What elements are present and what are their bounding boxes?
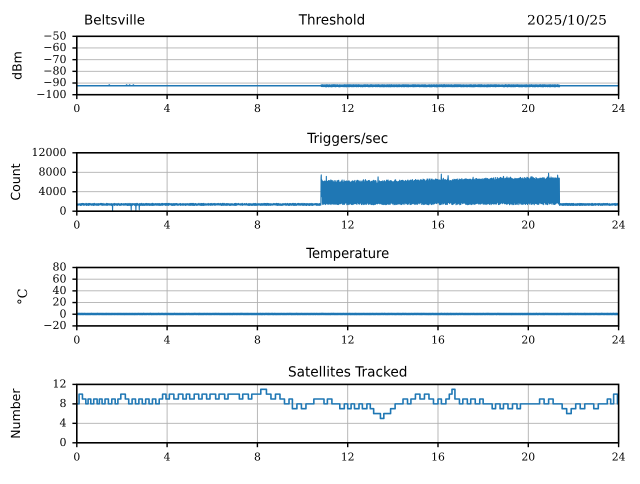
tick-labels: 0 4 8 12 16 20 24 −100−90−80−70−60−50 [36,29,625,115]
x-tick-label: 0 [73,333,80,346]
x-tick-label: 24 [612,333,626,346]
panel-threshold-ylabel: dBm [10,51,25,80]
y-tick-label: 0 [60,204,67,217]
x-tick-label: 12 [341,219,355,232]
panel-satellites-title: Satellites Tracked [288,365,408,381]
panel-threshold-title: Threshold [298,13,365,29]
date-title: 2025/10/25 [527,14,607,29]
y-tick-label: 60 [53,272,67,285]
panel-triggers: 0 4 8 12 16 20 24 0 4000 8000 12000 Triggers/sec C… [8,131,626,232]
x-tick-label: 8 [254,450,261,463]
x-tick-label: 20 [521,219,535,232]
axes-layer [72,268,618,331]
x-tick-label: 16 [431,333,445,346]
x-tick-label: 20 [521,450,535,463]
panel-temperature-ylabel: °C [16,288,31,305]
y-tick-label: −70 [43,53,66,66]
axes-layer [72,36,618,99]
y-tick-label: 20 [53,296,67,309]
y-tick-label: 4 [60,416,67,429]
x-tick-label: 8 [254,102,261,115]
y-tick-label: 8000 [39,165,67,178]
x-tick-label: 20 [521,102,535,115]
x-tick-label: 0 [73,102,80,115]
x-tick-label: 24 [612,450,626,463]
y-tick-label: −20 [43,319,66,332]
panel-satellites-ylabel: Number [8,388,23,439]
x-tick-label: 16 [431,450,445,463]
y-tick-label: −80 [43,64,66,77]
panel-triggers-title: Triggers/sec [306,131,388,147]
panel-triggers-plot: 0 4 8 12 16 20 24 0 4000 8000 12000 [32,146,626,232]
series-detection-threshold-dbm [77,85,619,87]
grid-layer [77,384,619,442]
x-tick-label: 12 [341,102,355,115]
panel-satellites: 0 4 8 12 16 20 24 0 4 8 12 Satellites Tracked Numb… [8,365,626,464]
x-tick-label: 24 [612,102,626,115]
y-tick-label: 0 [60,436,67,449]
y-tick-label: −50 [43,29,66,42]
x-tick-label: 4 [164,219,171,232]
axes-layer [72,384,618,447]
x-tick-label: 0 [73,450,80,463]
x-tick-label: 24 [612,219,626,232]
panel-threshold: 0 4 8 12 16 20 24 −100−90−80−70−60−50 Beltsvill… [10,13,626,116]
x-tick-label: 16 [431,102,445,115]
y-tick-label: −100 [36,88,66,101]
y-tick-label: 0 [60,307,67,320]
y-tick-label: 40 [53,284,67,297]
panel-triggers-ylabel: Count [8,163,23,200]
x-tick-label: 12 [341,333,355,346]
tick-labels: 0 4 8 12 16 20 24 0 4 8 12 [53,378,626,464]
y-tick-label: 8 [60,397,67,410]
x-tick-label: 0 [73,219,80,232]
panel-threshold-plot: 0 4 8 12 16 20 24 −100−90−80−70−60−50 [36,29,625,115]
x-tick-label: 4 [164,450,171,463]
x-tick-label: 20 [521,333,535,346]
x-tick-label: 8 [254,333,261,346]
panel-temperature-title: Temperature [305,246,389,262]
y-tick-label: 80 [53,261,67,274]
y-tick-label: −90 [43,76,66,89]
panel-satellites-plot: 0 4 8 12 16 20 24 0 4 8 12 [53,378,626,464]
x-tick-label: 16 [431,219,445,232]
y-tick-label: 12 [53,378,67,391]
x-tick-label: 4 [164,102,171,115]
x-tick-label: 8 [254,219,261,232]
grid-layer [77,268,619,326]
x-tick-label: 4 [164,333,171,346]
y-tick-label: 4000 [39,185,67,198]
station-title: Beltsville [84,13,145,29]
y-tick-label: −60 [43,41,66,54]
y-tick-label: 12000 [32,146,67,159]
x-tick-label: 12 [341,450,355,463]
